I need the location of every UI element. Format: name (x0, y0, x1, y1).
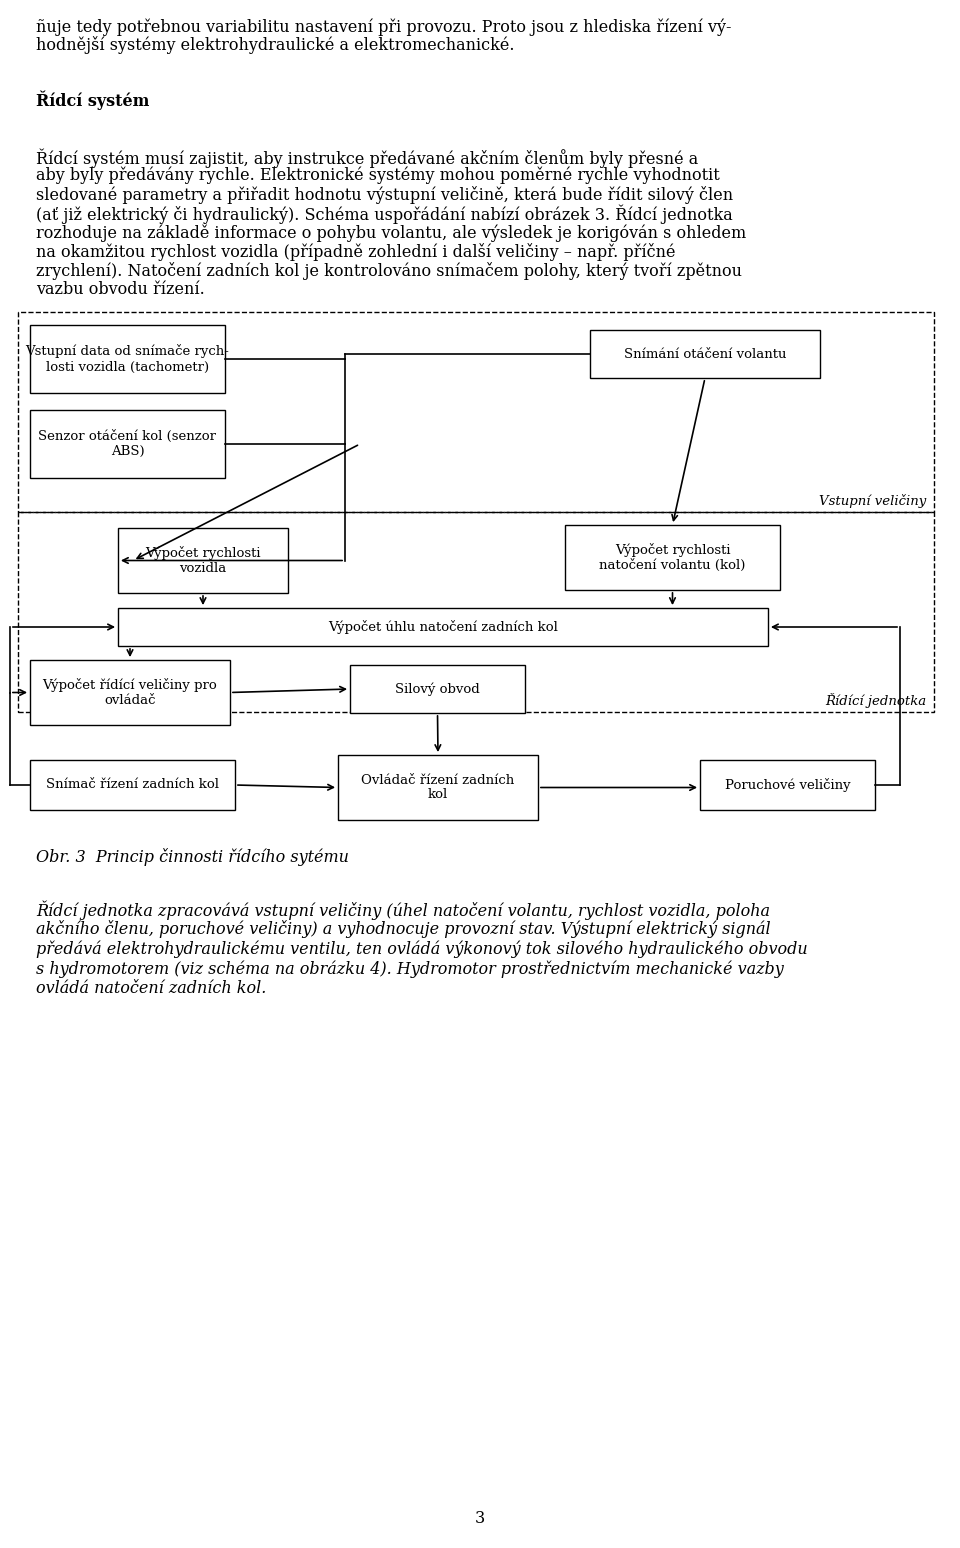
Text: Vstupní veličiny: Vstupní veličiny (819, 494, 926, 508)
Bar (565, 525, 780, 590)
Text: Výpočet rychlosti
natočení volantu (kol): Výpočet rychlosti natočení volantu (kol) (599, 543, 746, 573)
Text: Snímač řízení zadních kol: Snímač řízení zadních kol (46, 779, 219, 791)
Bar (118, 528, 288, 593)
Text: akčního členu, poruchové veličiny) a vyhodnocuje provozní stav. Výstupní elektri: akčního členu, poruchové veličiny) a vyh… (36, 920, 771, 938)
Text: Vstupní data od snímače rych-
losti vozidla (tachometr): Vstupní data od snímače rych- losti vozi… (26, 345, 229, 373)
Text: ñuje tedy potřebnou variabilitu nastavení při provozu. Proto jsou z hlediska říz: ñuje tedy potřebnou variabilitu nastaven… (36, 19, 732, 36)
Bar (30, 410, 225, 478)
Bar (700, 760, 875, 810)
Text: Senzor otáčení kol (senzor
ABS): Senzor otáčení kol (senzor ABS) (38, 430, 217, 458)
Text: Řídcí jednotka zpracovává vstupní veličiny (úhel natočení volantu, rychlost vozi: Řídcí jednotka zpracovává vstupní veliči… (36, 899, 770, 920)
Bar (30, 659, 230, 724)
Text: Ovládač řízení zadních
kol: Ovládač řízení zadních kol (361, 774, 515, 802)
Text: Snímání otáčení volantu: Snímání otáčení volantu (624, 347, 786, 361)
Bar (350, 666, 525, 714)
Text: Řídcí systém musí zajistit, aby instrukce předávané akčním členům byly přesné a: Řídcí systém musí zajistit, aby instrukc… (36, 149, 698, 167)
Text: Výpočet řídící veličiny pro
ovládač: Výpočet řídící veličiny pro ovládač (42, 678, 217, 707)
Text: na okamžitou rychlost vozidla (případně zohlední i další veličiny – např. příčné: na okamžitou rychlost vozidla (případně … (36, 243, 676, 262)
Text: hodnější systémy elektrohydraulické a elektromechanické.: hodnější systémy elektrohydraulické a el… (36, 36, 515, 54)
Text: Silový obvod: Silový obvod (396, 683, 480, 695)
Bar (30, 325, 225, 393)
Text: Výpočet rychlosti
vozidla: Výpočet rychlosti vozidla (145, 546, 261, 574)
Text: 3: 3 (475, 1509, 485, 1526)
Bar (590, 330, 820, 378)
Text: aby byly předávány rychle. Elektronické systémy mohou poměrné rychle vyhodnotit: aby byly předávány rychle. Elektronické … (36, 167, 720, 184)
Text: předává elektrohydraulickému ventilu, ten ovládá výkonový tok silového hydraulic: předává elektrohydraulickému ventilu, te… (36, 940, 807, 958)
Text: Řídící jednotka: Řídící jednotka (825, 694, 926, 707)
Text: zrychlení). Natočení zadních kol je kontrolováno snímačem polohy, který tvoří zp: zrychlení). Natočení zadních kol je kont… (36, 262, 742, 280)
Text: Poruchové veličiny: Poruchové veličiny (725, 779, 851, 793)
Text: s hydromotorem (viz schéma na obrázku 4). Hydromotor prostřednictvím mechanické : s hydromotorem (viz schéma na obrázku 4)… (36, 960, 783, 977)
Text: rozhoduje na základě informace o pohybu volantu, ale výsledek je korigóván s ohl: rozhoduje na základě informace o pohybu … (36, 224, 746, 241)
Text: (ať již elektrický či hydraulický). Schéma uspořádání nabízí obrázek 3. Řídcí je: (ať již elektrický či hydraulický). Sché… (36, 204, 732, 224)
Bar (118, 608, 768, 646)
Bar (30, 760, 235, 810)
Bar (338, 755, 538, 820)
Text: sledované parametry a přiřadit hodnotu výstupní veličině, která bude řídit silov: sledované parametry a přiřadit hodnotu v… (36, 186, 733, 204)
Bar (18, 313, 934, 512)
Text: Řídcí systém: Řídcí systém (36, 90, 150, 110)
Text: Obr. 3  Princip činnosti řídcího sytému: Obr. 3 Princip činnosti řídcího sytému (36, 848, 348, 865)
Text: vazbu obvodu řízení.: vazbu obvodu řízení. (36, 282, 204, 299)
Bar (18, 512, 934, 712)
Text: Výpočet úhlu natočení zadních kol: Výpočet úhlu natočení zadních kol (328, 621, 558, 635)
Text: ovládá natočení zadních kol.: ovládá natočení zadních kol. (36, 980, 266, 997)
